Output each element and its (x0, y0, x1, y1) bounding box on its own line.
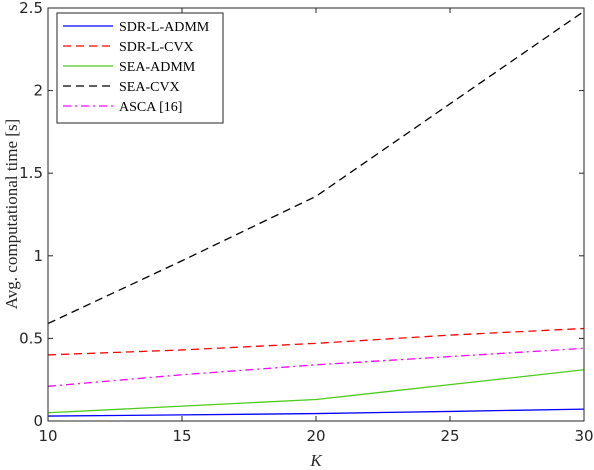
y-tick-label: 1 (33, 247, 43, 265)
ticks-layer (47, 7, 585, 422)
x-tick-label: 30 (574, 427, 593, 445)
legend-label-3: SEA-ADMM (119, 60, 196, 75)
y-tick-label: 2 (33, 82, 43, 100)
legend-label-1: SDR-L-ADMM (119, 20, 210, 35)
legend: SDR-L-ADMM SDR-L-CVX SEA-ADMM SEA-CVX ASCA [… (56, 12, 224, 124)
series-layer (47, 10, 585, 417)
y-tick-label: 0 (33, 412, 43, 430)
x-tick-label: 10 (38, 427, 57, 445)
legend-box (56, 12, 224, 124)
legend-label-2: SDR-L-CVX (119, 40, 194, 55)
x-tick-label: 25 (440, 427, 459, 445)
series-line-3 (47, 369, 585, 414)
series-line-2 (47, 327, 585, 356)
series-line-4 (47, 10, 585, 325)
y-tick-label: 0.5 (19, 329, 43, 347)
tick-labels-layer: 10 15 20 25 30 0 0.5 1 1.5 2 2.5 (19, 0, 593, 445)
legend-label-4: SEA-CVX (119, 80, 180, 95)
y-axis-label: Avg. computational time [s] (2, 119, 21, 309)
x-axis-label: K (309, 451, 323, 470)
x-tick-label: 20 (306, 427, 325, 445)
legend-label-5: ASCA [16] (119, 100, 182, 115)
series-line-1 (47, 408, 585, 417)
y-tick-label: 1.5 (19, 164, 43, 182)
x-tick-label: 15 (172, 427, 191, 445)
y-tick-label: 2.5 (19, 0, 43, 17)
